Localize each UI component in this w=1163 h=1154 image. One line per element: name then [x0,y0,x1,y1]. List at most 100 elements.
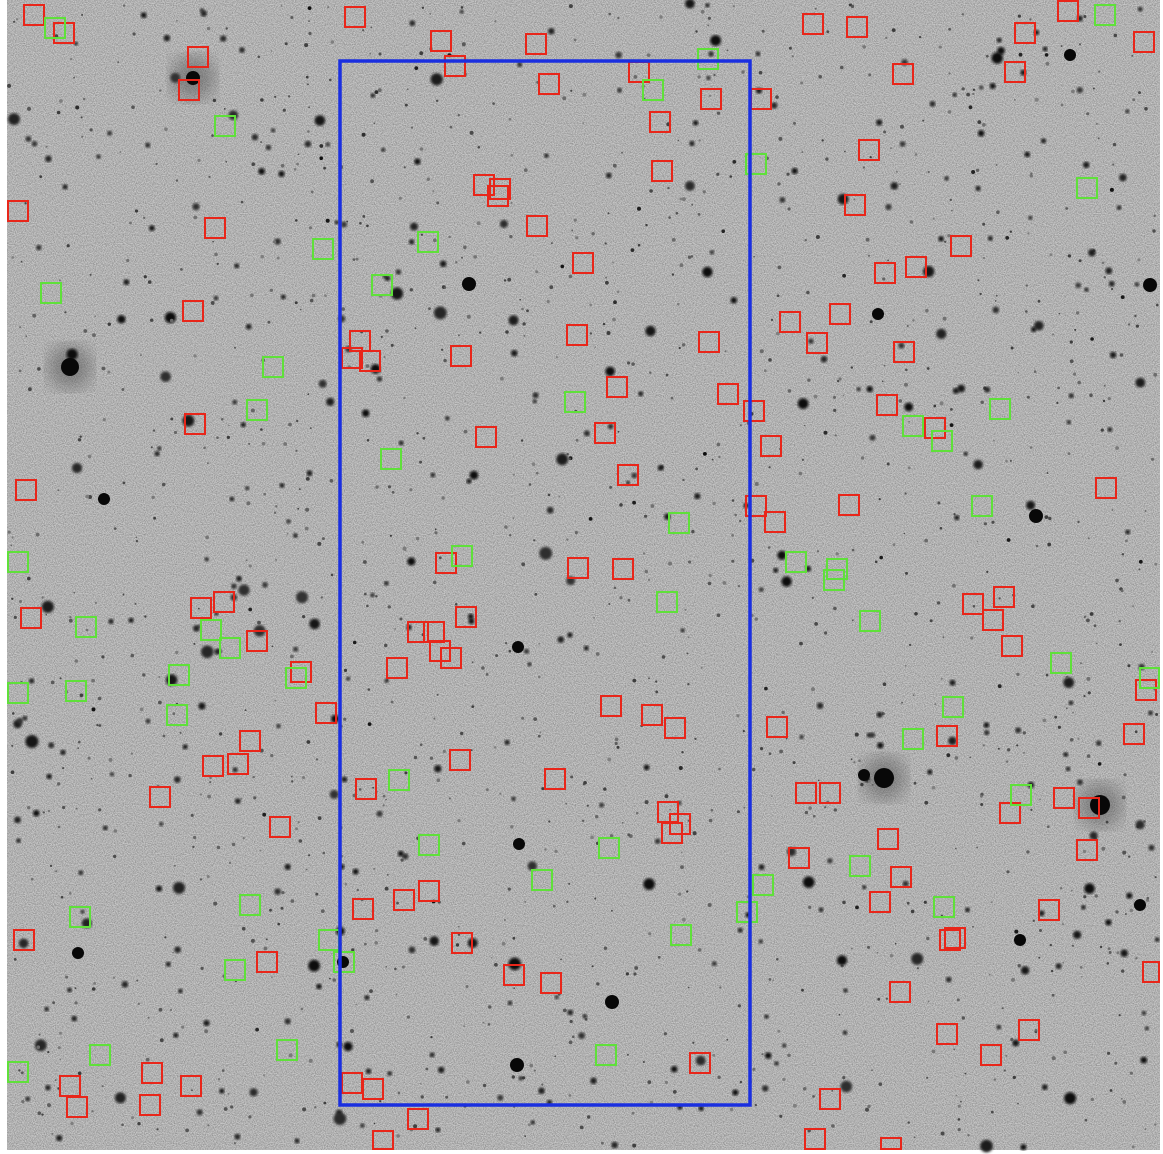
star [262,813,266,817]
star [594,346,596,348]
star [1080,662,1082,664]
star [298,821,300,823]
star [943,636,945,638]
star [463,1025,465,1027]
star [304,43,308,47]
star [1035,1029,1038,1032]
star [39,175,42,178]
star [462,842,466,846]
star [833,409,836,412]
star [1084,288,1088,292]
star [817,703,823,709]
star [239,47,245,53]
star [295,301,298,304]
star [262,582,268,588]
star [1154,215,1156,217]
star [1073,373,1076,376]
star [159,89,161,91]
star [928,1001,930,1003]
star [144,615,146,617]
star [436,201,439,204]
star [759,587,764,592]
star [290,655,294,659]
star [538,735,541,738]
star [689,141,694,146]
star [445,1096,448,1099]
star [102,367,106,371]
star [24,202,26,204]
star [234,1142,236,1144]
star [1122,796,1126,800]
star [524,1135,526,1137]
star [149,225,155,231]
star [954,515,959,520]
star [825,157,828,160]
star [28,387,32,391]
star [877,998,880,1001]
star [114,527,117,530]
star [1110,352,1116,358]
star [1014,930,1018,934]
star [905,369,908,372]
star [777,182,780,185]
star [193,216,197,220]
star [398,851,404,857]
star [1110,1089,1113,1092]
star [924,801,928,805]
star [1100,946,1102,948]
star [1069,701,1074,706]
star [941,678,943,680]
star [853,761,855,763]
star [860,783,863,786]
star [919,36,921,38]
star [407,1016,410,1019]
star [793,761,796,764]
star [972,926,974,928]
star [962,1016,965,1019]
star [777,294,780,297]
star [394,628,396,630]
star [671,397,674,400]
star [505,330,509,334]
star [1034,370,1037,373]
star [693,831,697,835]
star [637,207,641,211]
star [368,688,371,691]
star [1077,521,1079,523]
star [508,1001,513,1006]
star [359,788,362,791]
star [445,416,450,421]
star [21,1100,24,1103]
star [877,952,879,954]
star [958,1128,961,1131]
star [136,980,138,982]
star [1132,1146,1135,1149]
star [924,539,928,543]
star [277,257,280,260]
star [583,1014,588,1019]
star [29,678,34,683]
star [1125,539,1128,542]
star [164,127,168,131]
star [1026,850,1029,853]
star [434,307,447,320]
star [1145,1128,1147,1130]
star [1111,509,1113,511]
star [538,643,540,645]
star [986,571,988,573]
star [1135,378,1145,388]
star [768,546,771,549]
star [383,804,385,806]
star [466,1080,470,1084]
star [978,130,985,137]
star [1030,446,1033,449]
star [1063,962,1065,964]
star [775,95,779,99]
star [1077,87,1083,93]
star [295,450,297,452]
star [957,998,960,1001]
star [126,259,129,262]
star [151,446,153,448]
star [255,1028,259,1032]
star [289,1053,293,1057]
